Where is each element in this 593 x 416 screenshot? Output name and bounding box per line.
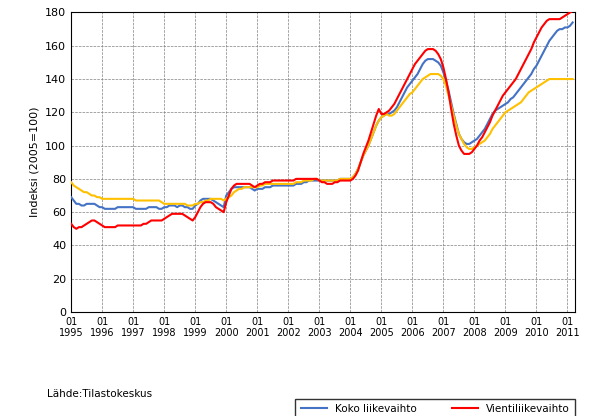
Vientiliikevaihto bbox=[334, 180, 341, 185]
Vientiliikevaihto bbox=[466, 151, 473, 156]
Legend: Koko liikevaihto, Kotimaan liikevaihto, Vientiliikevaihto: Koko liikevaihto, Kotimaan liikevaihto, … bbox=[295, 399, 575, 416]
Vientiliikevaihto bbox=[98, 223, 106, 228]
Vientiliikevaihto bbox=[517, 67, 524, 72]
Kotimaan liikevaihto bbox=[569, 77, 576, 82]
Koko liikevaihto bbox=[499, 103, 506, 108]
Kotimaan liikevaihto bbox=[520, 97, 527, 102]
Kotimaan liikevaihto bbox=[334, 178, 341, 183]
Vientiliikevaihto bbox=[205, 200, 212, 205]
Koko liikevaihto bbox=[101, 206, 109, 211]
Line: Vientiliikevaihto: Vientiliikevaihto bbox=[71, 11, 573, 229]
Kotimaan liikevaihto bbox=[502, 110, 509, 115]
Vientiliikevaihto bbox=[68, 221, 75, 226]
Vientiliikevaihto bbox=[569, 8, 576, 13]
Koko liikevaihto bbox=[96, 205, 103, 210]
Kotimaan liikevaihto bbox=[427, 72, 434, 77]
Kotimaan liikevaihto bbox=[68, 180, 75, 185]
Koko liikevaihto bbox=[334, 178, 341, 183]
Kotimaan liikevaihto bbox=[96, 195, 103, 200]
Kotimaan liikevaihto bbox=[468, 146, 476, 151]
Y-axis label: Indeksi (2005=100): Indeksi (2005=100) bbox=[30, 107, 40, 218]
Kotimaan liikevaihto bbox=[184, 203, 191, 208]
Text: Lähde:Tilastokeskus: Lähde:Tilastokeskus bbox=[47, 389, 152, 399]
Line: Kotimaan liikevaihto: Kotimaan liikevaihto bbox=[71, 74, 573, 206]
Vientiliikevaihto bbox=[499, 93, 506, 98]
Kotimaan liikevaihto bbox=[205, 198, 212, 203]
Koko liikevaihto bbox=[205, 196, 212, 201]
Vientiliikevaihto bbox=[73, 226, 80, 231]
Koko liikevaihto bbox=[569, 20, 576, 25]
Koko liikevaihto bbox=[517, 85, 524, 90]
Line: Koko liikevaihto: Koko liikevaihto bbox=[71, 22, 573, 209]
Koko liikevaihto bbox=[466, 141, 473, 146]
Koko liikevaihto bbox=[68, 195, 75, 200]
